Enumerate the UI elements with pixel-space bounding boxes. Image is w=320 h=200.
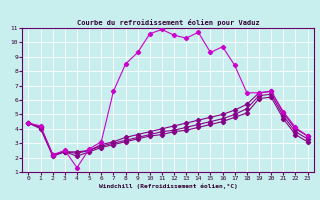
Title: Courbe du refroidissement éolien pour Vaduz: Courbe du refroidissement éolien pour Va…: [76, 19, 260, 26]
X-axis label: Windchill (Refroidissement éolien,°C): Windchill (Refroidissement éolien,°C): [99, 184, 237, 189]
